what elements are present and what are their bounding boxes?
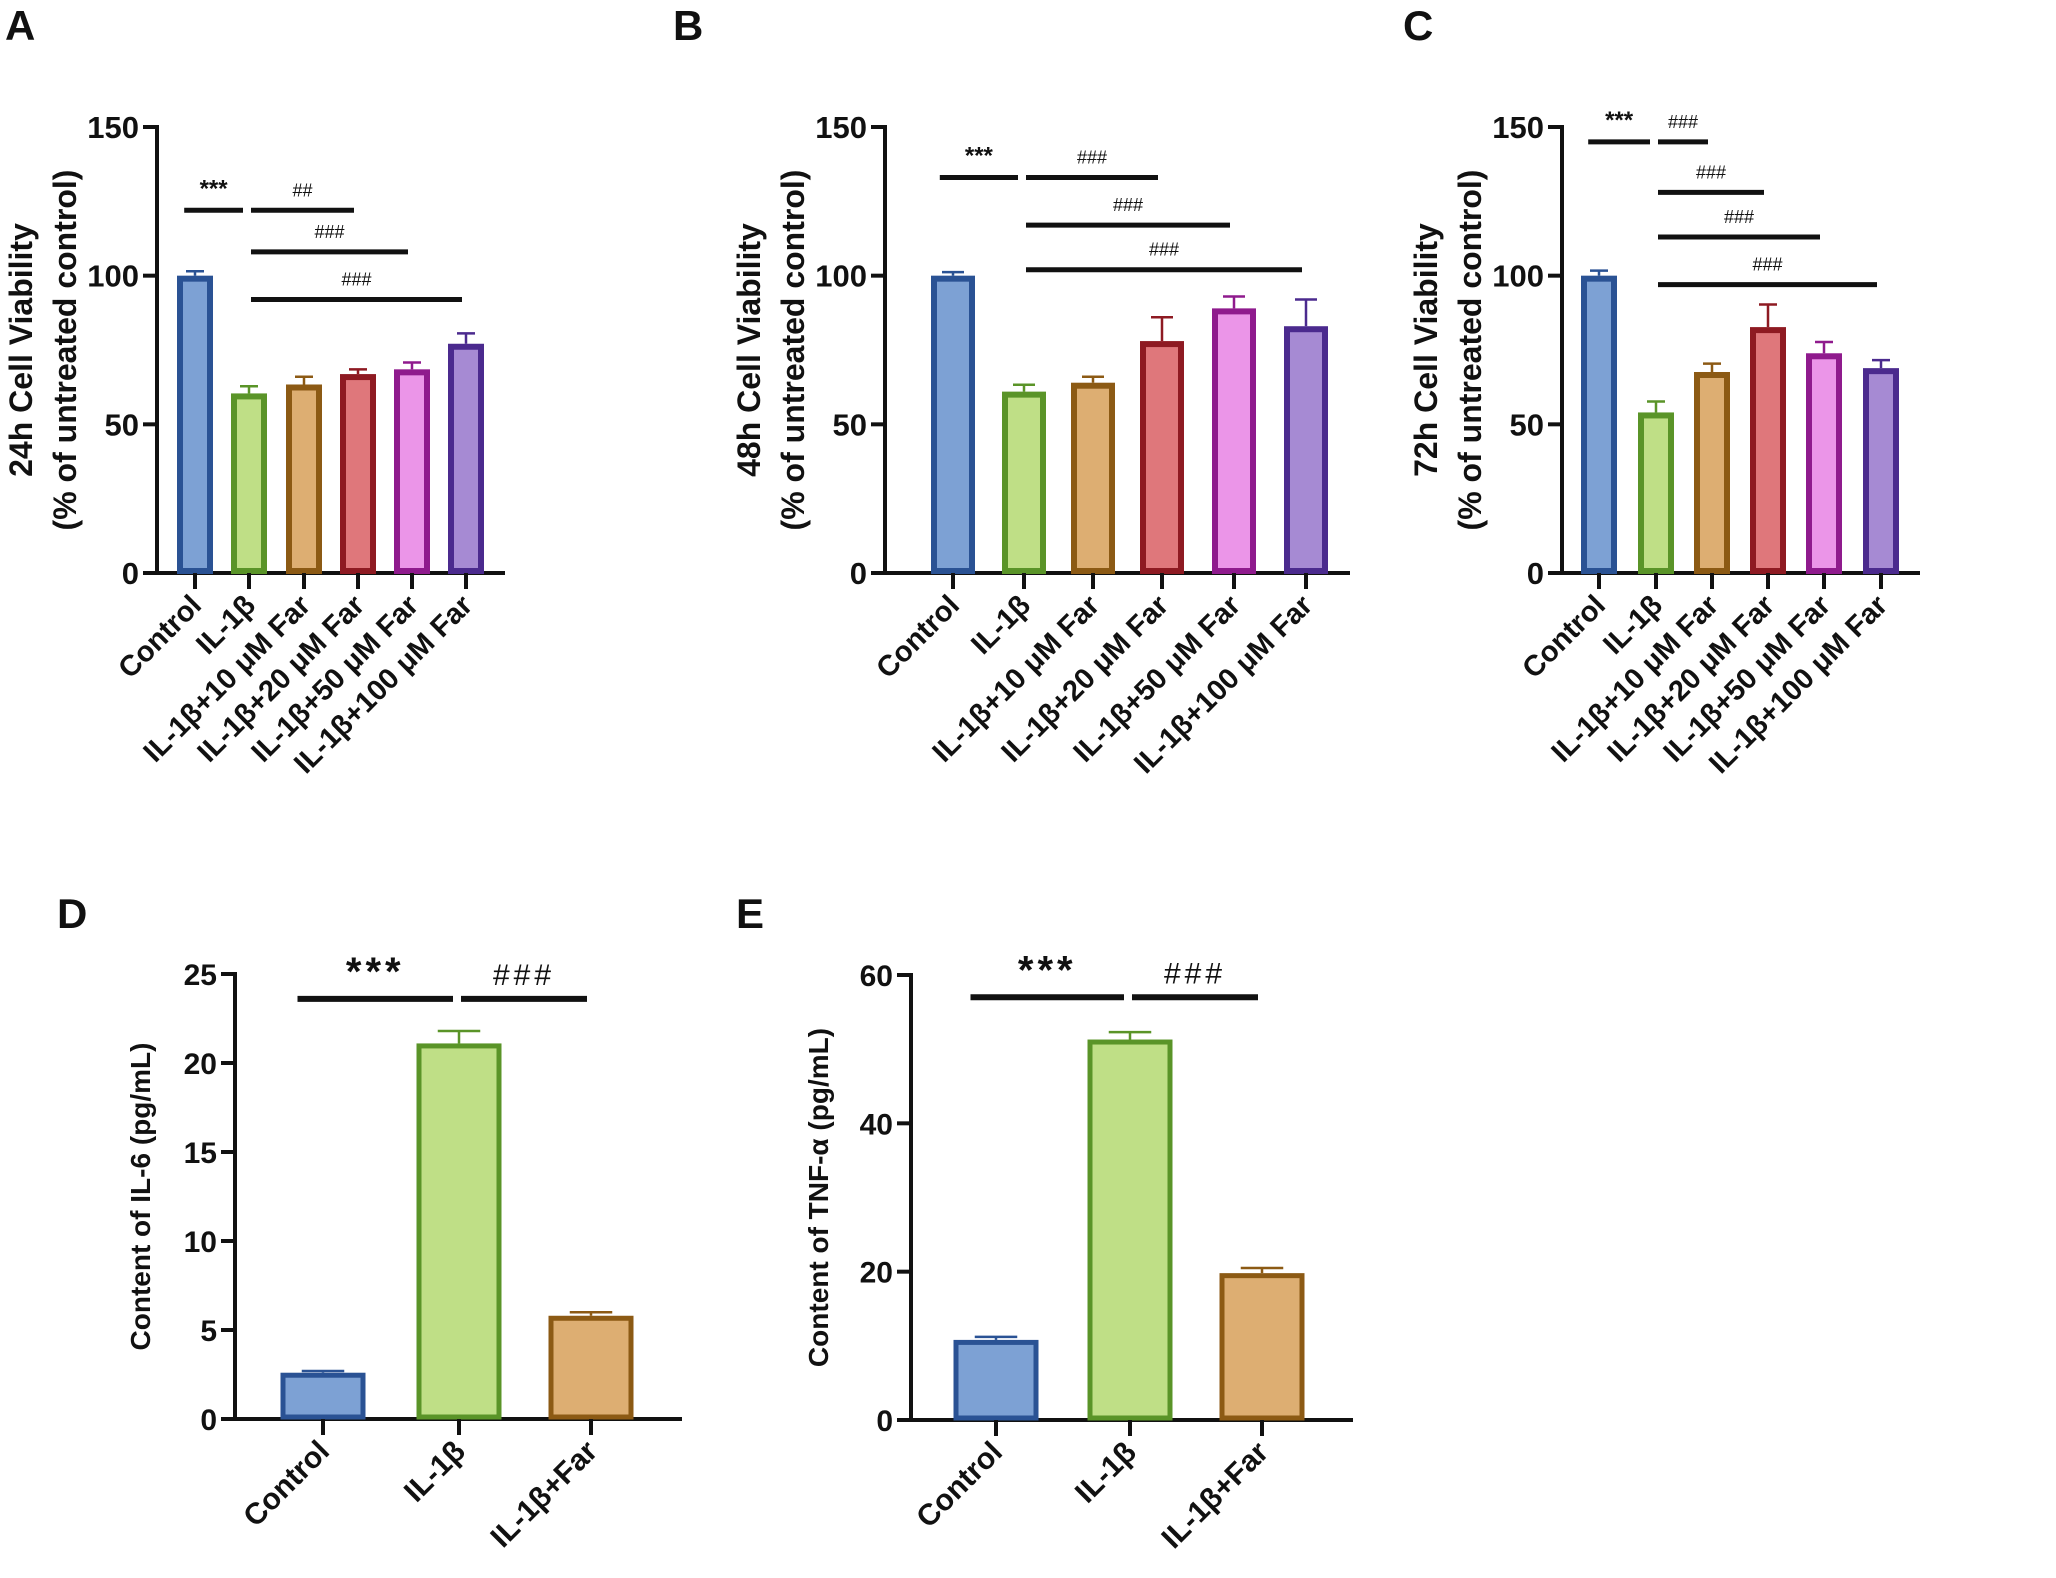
significance-label: ### — [1724, 207, 1754, 227]
chart-panel-b: B 0 50 100 150 48h Cell Viability (% of untrea… — [673, 2, 1350, 780]
y-tick-label: 50 — [105, 407, 139, 442]
x-tick-label: IL-1β — [398, 1435, 472, 1509]
bar-2 — [1219, 1273, 1305, 1421]
y-tick-label: 50 — [1510, 407, 1544, 442]
bar-4 — [1212, 308, 1256, 574]
chart-panel-d: D 0 5 10 15 20 25 Content of IL-6 (pg/mL) Contro… — [57, 890, 682, 1554]
y-tick-label: 25 — [184, 959, 217, 992]
significance-label: ### — [341, 269, 371, 289]
panel-label: B — [673, 2, 703, 49]
significance-label: *** — [346, 950, 405, 994]
significance-label: *** — [200, 175, 229, 202]
y-tick-label: 150 — [1492, 110, 1544, 145]
y-axis-label: (% of untreated control) — [47, 170, 83, 531]
significance-label: ### — [1668, 112, 1698, 132]
significance-label: *** — [965, 143, 994, 170]
bar-0 — [280, 1372, 366, 1420]
x-tick-label: Control — [870, 589, 966, 685]
bar-1 — [416, 1043, 502, 1420]
y-tick-label: 40 — [860, 1108, 893, 1141]
bar-3 — [340, 374, 376, 575]
significance-label: ### — [1077, 148, 1107, 168]
bar-3 — [1750, 327, 1786, 575]
significance-label: ## — [292, 180, 312, 200]
bar-0 — [953, 1339, 1039, 1421]
panel-label: D — [57, 890, 87, 937]
y-tick-label: 0 — [1527, 556, 1544, 591]
y-tick-label: 150 — [87, 110, 139, 145]
y-axis-label: 72h Cell Viability — [1408, 223, 1444, 477]
y-tick-label: 50 — [833, 407, 867, 442]
y-axis-label: 48h Cell Viability — [731, 223, 767, 477]
chart-panel-a: A 0 50 100 150 24h Cell Viability (% of untrea… — [3, 2, 505, 780]
y-tick-label: 5 — [200, 1315, 217, 1348]
chart-panel-c: C 0 50 100 150 72h Cell Viability (% of untrea… — [1403, 2, 1920, 780]
x-tick-label: IL-1β+Far — [485, 1434, 605, 1554]
y-tick-label: 100 — [87, 259, 139, 294]
bar-2 — [286, 384, 322, 574]
y-tick-label: 20 — [860, 1257, 893, 1290]
y-tick-label: 15 — [184, 1137, 217, 1170]
y-axis-label: (% of untreated control) — [1452, 170, 1488, 531]
significance-label: ### — [1149, 240, 1179, 260]
significance-label: ### — [1113, 195, 1143, 215]
bar-0 — [931, 275, 975, 574]
significance-label: ### — [493, 959, 555, 992]
bar-2 — [1071, 382, 1115, 574]
significance-label: ### — [1696, 162, 1726, 182]
bar-4 — [1806, 353, 1842, 574]
y-tick-label: 0 — [122, 556, 139, 591]
panel-label: C — [1403, 2, 1433, 49]
y-tick-label: 100 — [815, 259, 867, 294]
y-axis-label: Content of TNF-α (pg/mL) — [803, 1028, 834, 1367]
bar-5 — [1863, 368, 1899, 574]
bar-1 — [231, 393, 267, 575]
bar-3 — [1140, 341, 1184, 574]
x-tick-label: Control — [910, 1436, 1009, 1535]
significance-label: ### — [314, 222, 344, 242]
bar-0 — [177, 275, 213, 574]
bar-1 — [1002, 391, 1046, 575]
y-tick-label: 0 — [850, 556, 867, 591]
significance-label: *** — [1018, 948, 1077, 992]
y-tick-label: 20 — [184, 1048, 217, 1081]
bar-5 — [1284, 326, 1328, 575]
y-tick-label: 10 — [184, 1226, 217, 1259]
panel-label: A — [5, 2, 35, 49]
bar-1 — [1638, 412, 1674, 574]
significance-label: ### — [1752, 255, 1782, 275]
significance-label: *** — [1605, 107, 1634, 134]
bar-1 — [1087, 1039, 1173, 1421]
bar-2 — [548, 1315, 634, 1420]
bar-4 — [394, 369, 430, 574]
x-tick-label: Control — [237, 1435, 336, 1534]
significance-label: ### — [1164, 957, 1226, 990]
bar-2 — [1694, 372, 1730, 574]
x-tick-label: IL-1β — [1069, 1436, 1143, 1510]
y-axis-label: (% of untreated control) — [775, 170, 811, 531]
y-tick-label: 100 — [1492, 259, 1544, 294]
y-tick-label: 150 — [815, 110, 867, 145]
chart-panel-e: E 0 20 40 60 Content of TNF-α (pg/mL) Control I… — [736, 890, 1353, 1555]
x-tick-label: IL-1β+Far — [1156, 1435, 1276, 1555]
bar-0 — [1581, 275, 1617, 574]
y-tick-label: 60 — [860, 960, 893, 993]
y-tick-label: 0 — [200, 1404, 217, 1437]
y-axis-label: Content of IL-6 (pg/mL) — [125, 1043, 156, 1351]
y-tick-label: 0 — [876, 1405, 893, 1438]
bar-5 — [448, 343, 484, 575]
panel-label: E — [736, 890, 764, 937]
y-axis-label: 24h Cell Viability — [3, 223, 39, 477]
